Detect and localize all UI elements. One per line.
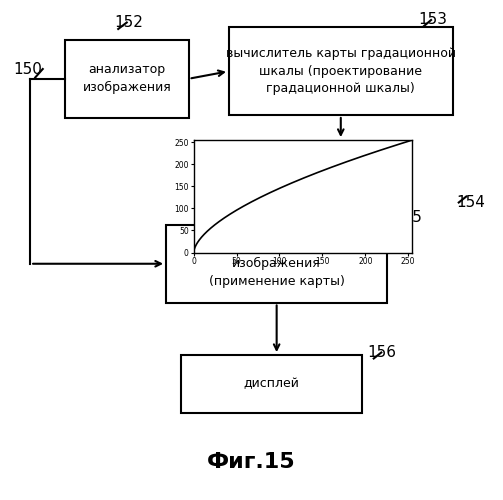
Text: 156: 156	[368, 345, 397, 360]
Text: 152: 152	[114, 15, 143, 30]
Text: 153: 153	[418, 12, 447, 28]
Text: дисплей: дисплей	[243, 378, 300, 390]
Text: процессор
изображения
(применение карты): процессор изображения (применение карты)	[209, 240, 345, 288]
Text: вычислитель карты градационной
шкалы (проектирование
градационной шкалы): вычислитель карты градационной шкалы (пр…	[226, 48, 456, 95]
Text: анализатор
изображения: анализатор изображения	[82, 64, 172, 94]
Text: 150: 150	[13, 62, 42, 76]
Text: 155: 155	[393, 210, 422, 225]
Bar	[181, 355, 362, 412]
Text: Фиг.15: Фиг.15	[207, 452, 296, 472]
Bar	[65, 40, 189, 117]
Text: 154: 154	[456, 195, 485, 210]
Bar	[229, 28, 453, 115]
Bar	[166, 225, 387, 302]
